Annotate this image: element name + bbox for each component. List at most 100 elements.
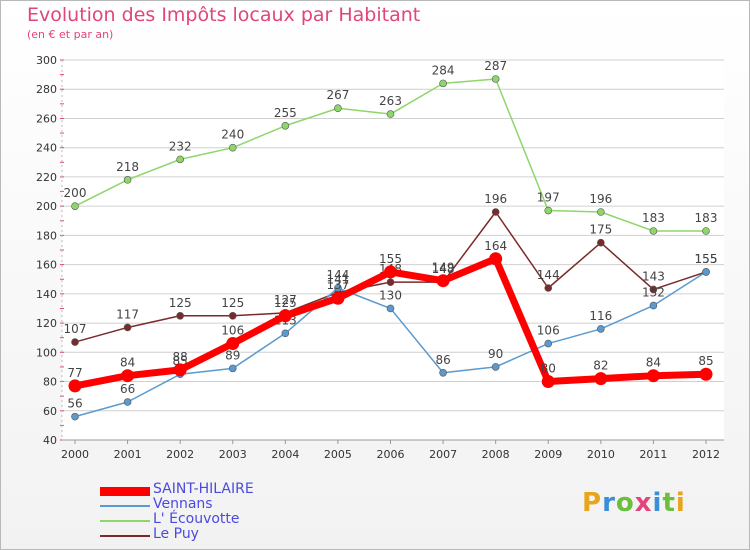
data-point-l-couvotte bbox=[439, 79, 447, 88]
data-label-vennans: 106 bbox=[537, 324, 560, 338]
data-label-vennans: 130 bbox=[379, 288, 402, 302]
x-tick-label: 2012 bbox=[692, 448, 720, 461]
y-tick-label: 60 bbox=[43, 405, 57, 418]
data-point-saint-hilaire bbox=[594, 372, 608, 386]
logo-letter: i bbox=[675, 488, 686, 518]
data-label-vennans: 56 bbox=[67, 397, 82, 411]
data-label-l-couvotte: 197 bbox=[537, 191, 560, 205]
data-point-vennans bbox=[439, 368, 447, 377]
data-label-le-puy: 155 bbox=[695, 252, 718, 266]
data-label-le-puy: 148 bbox=[432, 262, 455, 276]
x-tick-label: 2002 bbox=[166, 448, 194, 461]
data-point-l-couvotte bbox=[597, 208, 605, 216]
data-label-le-puy: 125 bbox=[221, 296, 244, 310]
x-tick-label: 2006 bbox=[377, 448, 405, 461]
data-point-vennans bbox=[123, 398, 132, 406]
proxiti-logo: Proxiti bbox=[582, 488, 686, 518]
data-point-saint-hilaire bbox=[173, 363, 187, 377]
y-tick-label: 200 bbox=[36, 200, 57, 213]
data-point-le-puy bbox=[491, 208, 500, 216]
legend-swatch bbox=[100, 487, 150, 496]
data-label-vennans: 86 bbox=[435, 353, 450, 367]
data-label-le-puy: 143 bbox=[642, 269, 665, 283]
data-point-le-puy bbox=[71, 338, 79, 346]
data-label-saint-hilaire: 164 bbox=[484, 239, 507, 253]
data-label-saint-hilaire: 82 bbox=[593, 359, 608, 373]
x-tick-label: 2001 bbox=[114, 448, 142, 461]
data-point-le-puy bbox=[544, 284, 553, 292]
legend-label: SAINT-HILAIRE bbox=[153, 481, 254, 497]
data-point-le-puy bbox=[649, 285, 658, 294]
data-label-l-couvotte: 263 bbox=[379, 94, 402, 108]
data-point-l-couvotte bbox=[176, 155, 184, 164]
data-label-l-couvotte: 287 bbox=[484, 59, 507, 73]
data-label-vennans: 116 bbox=[589, 309, 612, 323]
data-point-vennans bbox=[71, 412, 79, 421]
y-tick-label: 40 bbox=[43, 434, 57, 447]
data-point-saint-hilaire bbox=[121, 369, 135, 383]
x-tick-label: 2008 bbox=[482, 448, 510, 461]
data-point-vennans bbox=[228, 364, 237, 373]
y-tick-label: 260 bbox=[36, 112, 57, 125]
data-label-saint-hilaire: 88 bbox=[173, 350, 188, 364]
data-point-l-couvotte bbox=[281, 121, 290, 130]
data-label-le-puy: 196 bbox=[484, 192, 507, 206]
legend-label: Vennans bbox=[153, 496, 213, 512]
data-point-saint-hilaire bbox=[489, 252, 503, 266]
data-label-le-puy: 144 bbox=[537, 268, 560, 282]
data-point-l-couvotte bbox=[386, 110, 395, 118]
data-point-saint-hilaire bbox=[436, 274, 450, 288]
legend-item: SAINT-HILAIRE bbox=[100, 481, 360, 499]
plot-area bbox=[62, 60, 724, 440]
data-label-l-couvotte: 240 bbox=[221, 128, 244, 142]
data-point-vennans bbox=[386, 304, 395, 313]
data-label-l-couvotte: 232 bbox=[169, 139, 192, 153]
data-label-saint-hilaire: 106 bbox=[221, 324, 244, 338]
x-tick-label: 2000 bbox=[61, 448, 89, 461]
data-label-saint-hilaire: 155 bbox=[379, 252, 402, 266]
y-tick-label: 180 bbox=[36, 229, 57, 242]
data-point-l-couvotte bbox=[123, 176, 132, 184]
data-point-le-puy bbox=[176, 311, 184, 320]
logo-letter: r bbox=[602, 488, 616, 518]
data-point-l-couvotte bbox=[649, 227, 658, 235]
x-tick-label: 2003 bbox=[219, 448, 247, 461]
legend-item: Vennans bbox=[100, 496, 360, 514]
data-label-saint-hilaire: 84 bbox=[120, 356, 135, 370]
data-label-le-puy: 141 bbox=[326, 272, 349, 286]
data-label-vennans: 144 bbox=[326, 268, 349, 282]
data-label-l-couvotte: 267 bbox=[326, 88, 349, 102]
data-point-vennans bbox=[491, 363, 500, 371]
data-label-vennans: 89 bbox=[225, 348, 240, 362]
data-label-le-puy: 175 bbox=[589, 223, 612, 237]
logo-letter: P bbox=[582, 488, 603, 518]
data-label-le-puy: 107 bbox=[64, 322, 87, 336]
y-tick-label: 220 bbox=[36, 171, 57, 184]
data-label-saint-hilaire: 125 bbox=[274, 296, 297, 310]
y-tick-label: 160 bbox=[36, 259, 57, 272]
data-label-le-puy: 117 bbox=[116, 307, 139, 321]
data-label-l-couvotte: 200 bbox=[64, 186, 87, 200]
data-label-saint-hilaire: 137 bbox=[326, 278, 349, 292]
data-point-vennans bbox=[702, 268, 710, 276]
data-label-vennans: 132 bbox=[642, 286, 665, 300]
data-point-saint-hilaire bbox=[541, 375, 555, 389]
logo-letter: t bbox=[662, 488, 676, 518]
legend-item: L' Écouvotte bbox=[100, 511, 360, 529]
data-point-vennans bbox=[334, 284, 342, 292]
data-point-l-couvotte bbox=[228, 143, 237, 152]
data-point-saint-hilaire bbox=[278, 309, 292, 323]
data-point-vennans bbox=[597, 325, 605, 333]
data-label-saint-hilaire: 84 bbox=[646, 356, 661, 370]
data-point-l-couvotte bbox=[544, 206, 553, 215]
logo-letter: i bbox=[652, 488, 663, 518]
data-label-l-couvotte: 183 bbox=[695, 211, 718, 225]
legend-label: Le Puy bbox=[153, 526, 199, 542]
data-point-le-puy bbox=[386, 278, 395, 286]
data-point-saint-hilaire bbox=[226, 337, 240, 351]
data-label-saint-hilaire: 77 bbox=[67, 366, 82, 380]
data-label-l-couvotte: 183 bbox=[642, 211, 665, 225]
chart-subtitle: (en € et par an) bbox=[27, 28, 114, 41]
data-point-l-couvotte bbox=[71, 202, 79, 210]
